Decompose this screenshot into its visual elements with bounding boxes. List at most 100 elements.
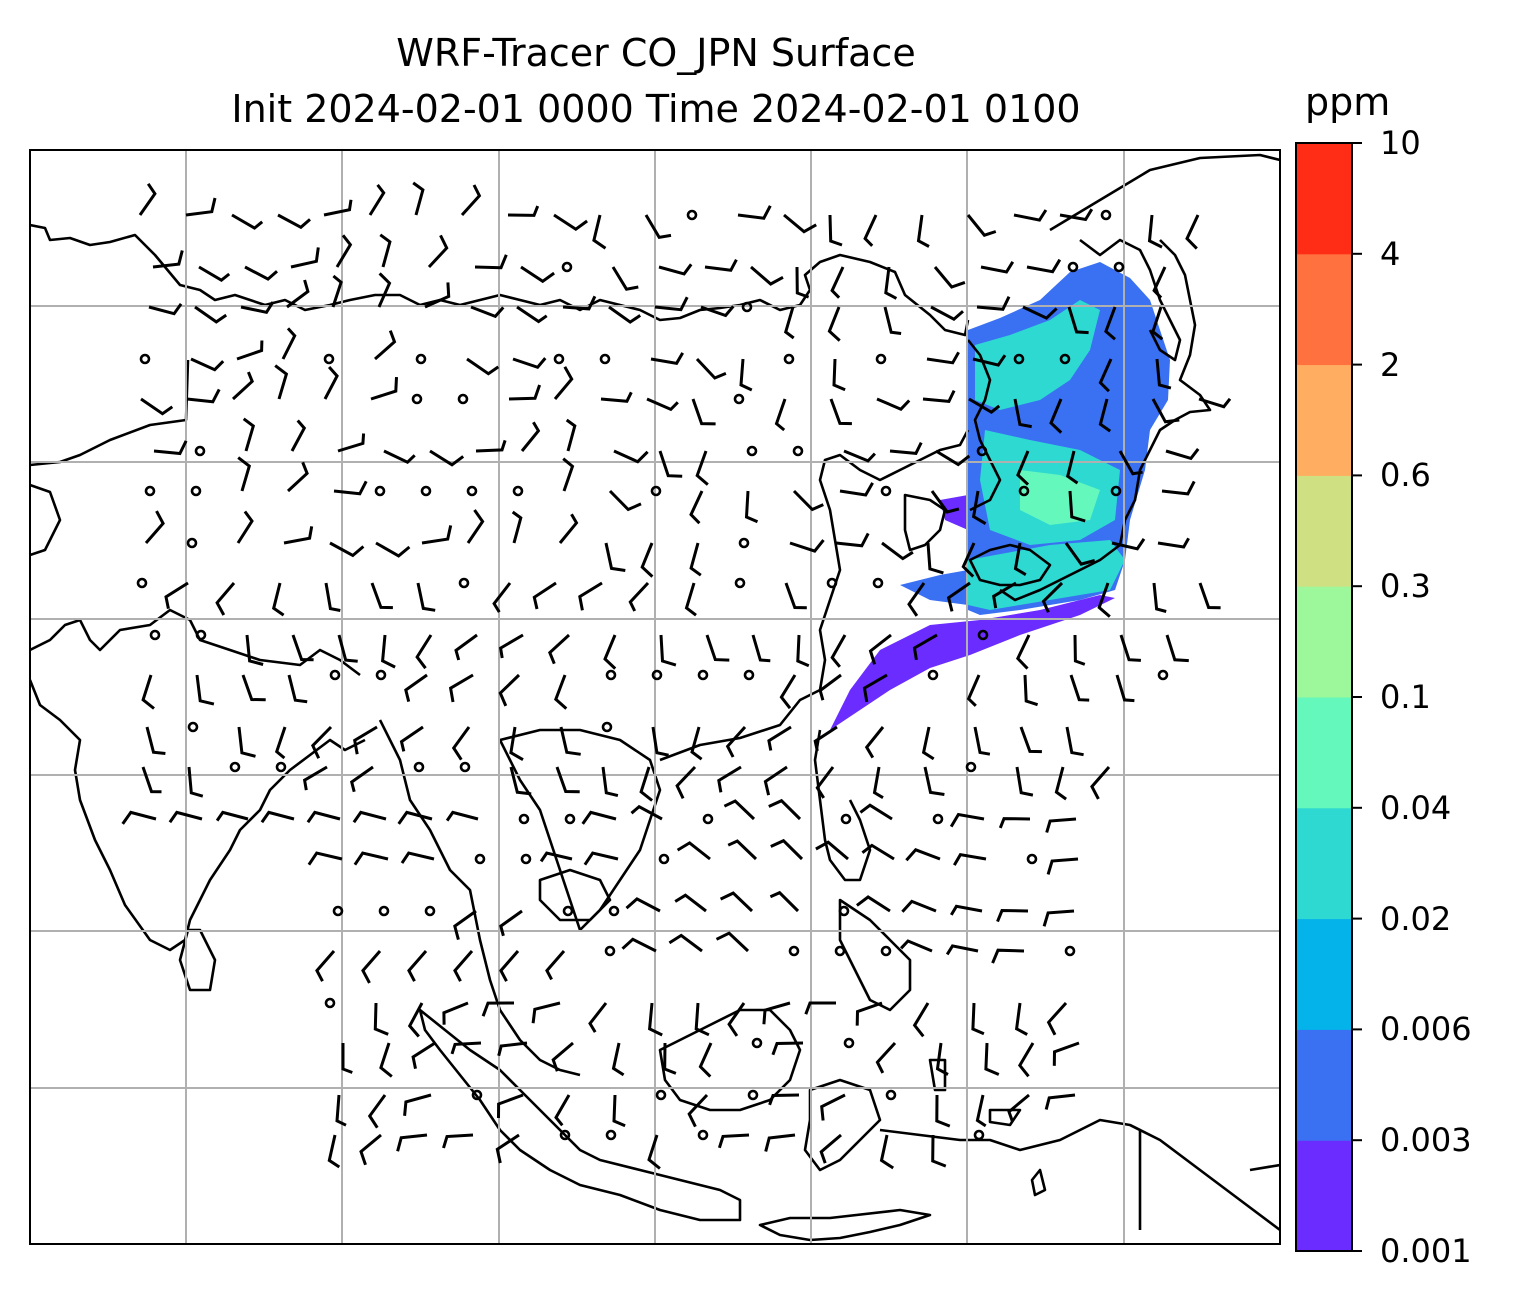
- wind-barb: [274, 726, 287, 760]
- wind-barb: [315, 950, 336, 982]
- colorbar-tick-label: 4: [1380, 234, 1401, 273]
- wind-barb: [968, 397, 1001, 415]
- calm-wind-circle: [415, 353, 427, 365]
- wind-barb: [1147, 214, 1163, 249]
- map-frame: [29, 149, 1281, 1245]
- calm-wind-circle: [601, 721, 613, 733]
- calm-wind-circle: [875, 353, 887, 365]
- wind-barb: [241, 674, 266, 702]
- calm-wind-circle: [458, 577, 470, 589]
- wind-barb: [442, 1001, 469, 1025]
- title-line-1: WRF-Tracer CO_JPN Surface: [396, 31, 916, 75]
- wind-barb: [451, 726, 471, 761]
- calm-wind-circle: [655, 1089, 667, 1101]
- calm-wind-circle: [658, 853, 670, 865]
- wind-barb: [397, 810, 433, 825]
- wind-barb: [705, 634, 730, 662]
- wind-barb: [1052, 1041, 1080, 1066]
- calm-wind-circle: [840, 813, 852, 825]
- wind-barb: [819, 1133, 842, 1164]
- wind-barb: [601, 766, 619, 798]
- wind-barb: [1013, 398, 1032, 429]
- wind-barb: [286, 279, 310, 309]
- wind-barb: [695, 450, 709, 486]
- wind-barb: [290, 419, 307, 452]
- calm-wind-circle: [697, 1129, 709, 1141]
- colorbar: [1296, 142, 1362, 1252]
- wind-barb: [498, 673, 521, 707]
- wind-barb: [329, 541, 365, 558]
- calm-wind-circle: [413, 761, 425, 773]
- wind-barb: [1023, 674, 1039, 707]
- wind-barb: [231, 213, 264, 230]
- wind-barb: [412, 181, 425, 216]
- wind-barb: [1045, 817, 1077, 833]
- calm-wind-circle: [843, 1037, 855, 1049]
- calm-wind-circle: [411, 393, 423, 405]
- wind-barb: [442, 1133, 474, 1149]
- wind-barb: [466, 357, 500, 376]
- wind-barb: [813, 725, 838, 752]
- wind-barb: [407, 1002, 424, 1038]
- wind-barb: [689, 490, 704, 525]
- calm-wind-circle: [741, 301, 753, 313]
- wind-barb: [1046, 857, 1079, 875]
- wind-barb: [690, 726, 703, 761]
- wind-barb: [416, 582, 436, 612]
- wind-barb: [237, 726, 256, 758]
- calm-wind-circle: [604, 945, 616, 957]
- wind-barb: [403, 1093, 432, 1116]
- wind-barb: [190, 357, 225, 372]
- calm-wind-circle: [605, 669, 617, 681]
- wind-barb: [763, 765, 788, 796]
- wind-barb: [460, 184, 482, 217]
- wind-barb: [1068, 490, 1086, 523]
- wind-barb: [404, 673, 428, 702]
- wind-barb: [923, 766, 945, 796]
- calm-wind-circle: [747, 1089, 759, 1101]
- wind-barb: [953, 853, 987, 866]
- wind-barb: [323, 199, 353, 217]
- wind-barb: [856, 895, 891, 913]
- wind-barb: [497, 1093, 524, 1119]
- colorbar-segment: [1296, 807, 1352, 920]
- wind-barb: [1157, 537, 1190, 549]
- wind-barb: [644, 214, 672, 240]
- calm-wind-circle: [927, 669, 939, 681]
- wind-barb: [600, 391, 633, 403]
- wind-barb: [659, 634, 677, 667]
- wind-barb: [215, 810, 249, 822]
- calm-wind-circle: [559, 1129, 571, 1141]
- wind-barb: [862, 673, 888, 703]
- colorbar-segment: [1296, 364, 1352, 476]
- wind-barb: [828, 214, 843, 247]
- wind-barb: [647, 1134, 661, 1170]
- wind-barb: [1013, 542, 1027, 576]
- wind-barb: [630, 804, 663, 821]
- wind-barb: [141, 674, 155, 710]
- wind-barb: [242, 417, 256, 452]
- wind-barb: [945, 944, 979, 956]
- wind-barb: [152, 250, 184, 269]
- wind-barb: [1097, 582, 1111, 618]
- calm-wind-circle: [1157, 669, 1169, 681]
- wind-barb: [827, 306, 841, 342]
- wind-barb: [375, 541, 411, 558]
- wind-barb: [498, 633, 524, 659]
- wind-barb: [818, 673, 842, 701]
- calm-wind-circle: [466, 485, 478, 497]
- colorbar-segment: [1296, 586, 1352, 698]
- calm-wind-circle: [186, 537, 198, 549]
- wind-barb: [859, 803, 893, 821]
- plume-east-strip: [968, 540, 1125, 610]
- wind-barb: [215, 582, 236, 616]
- calm-wind-circle: [976, 445, 988, 457]
- wind-barb: [186, 388, 221, 404]
- wind-barb: [140, 397, 174, 416]
- wind-barb: [302, 765, 328, 791]
- colorbar-tick-label: 0.001: [1380, 1232, 1472, 1270]
- wind-barb: [725, 725, 747, 758]
- wind-barb: [359, 1133, 382, 1166]
- wind-barb: [691, 398, 716, 426]
- wind-barb: [905, 848, 941, 862]
